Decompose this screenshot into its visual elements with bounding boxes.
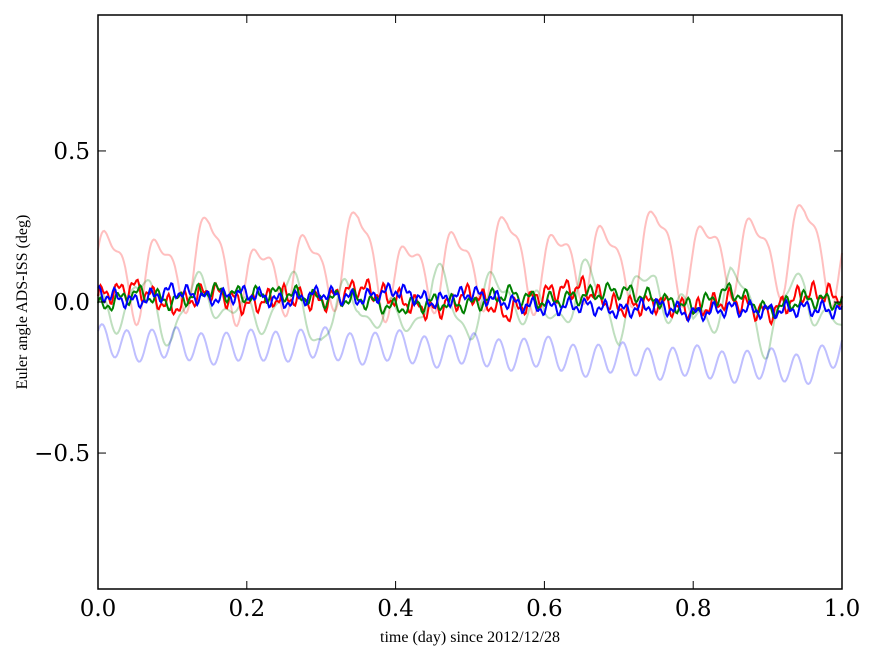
y-tick-label: 0.5 xyxy=(53,139,90,165)
x-tick-label: 0.6 xyxy=(526,596,563,622)
ticks-layer: 0.0 0.2 0.4 0.6 0.8 1.0 −0.5 0.0 0.5 xyxy=(34,15,860,622)
x-tick-label: 0.2 xyxy=(229,596,266,622)
series-layer xyxy=(97,204,843,386)
x-tick-label: 0.0 xyxy=(80,596,117,622)
y-tick-label: 0.0 xyxy=(53,290,90,316)
series-line-yaw-raw xyxy=(97,323,843,386)
x-axis-label: time (day) since 2012/12/28 xyxy=(380,629,560,646)
series-line-yaw xyxy=(97,281,843,323)
series-line-roll-raw xyxy=(97,204,843,328)
series-line-pitch-raw xyxy=(97,258,843,360)
y-tick-label: −0.5 xyxy=(34,441,90,467)
x-tick-label: 1.0 xyxy=(824,596,861,622)
x-tick-label: 0.4 xyxy=(377,596,414,622)
x-tick-label: 0.8 xyxy=(675,596,712,622)
y-axis-label: Euler angle ADS-ISS (deg) xyxy=(14,215,31,390)
